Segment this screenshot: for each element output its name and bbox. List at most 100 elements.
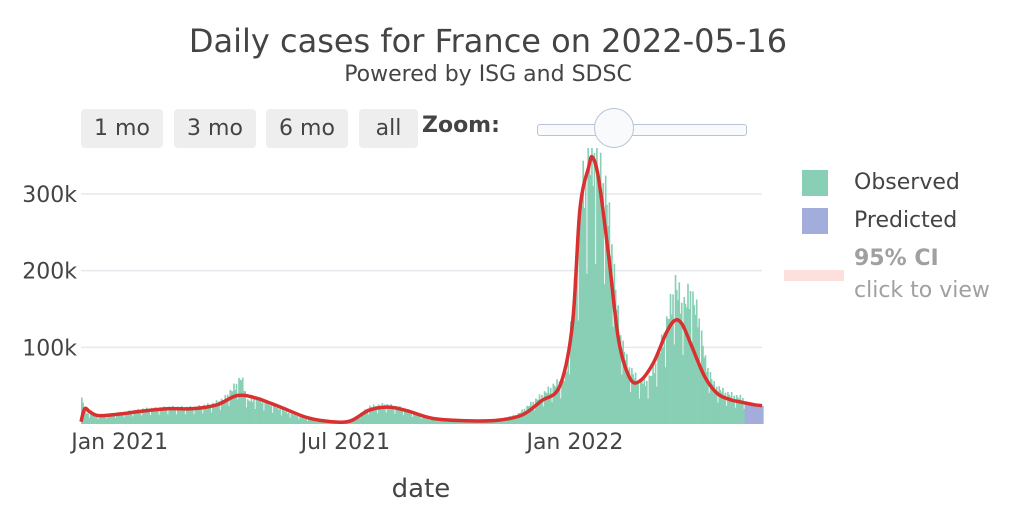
observed-bar (704, 355, 707, 424)
observed-bar (198, 404, 200, 424)
observed-bar (211, 402, 214, 424)
observed-bar (220, 398, 223, 424)
observed-bar (147, 410, 149, 424)
predicted-bar (759, 405, 762, 424)
observed-bar (569, 321, 572, 424)
range-button-6-months[interactable]: 6 mo (266, 109, 348, 148)
chart-title: Daily cases for France on 2022-05-16 (188, 22, 788, 60)
observed-bar (279, 408, 281, 424)
observed-bar (435, 418, 437, 424)
observed-bar (100, 415, 103, 424)
legend-ci-hint[interactable]: click to view (854, 278, 990, 303)
observed-bar (689, 291, 692, 424)
legend-predicted-swatch[interactable] (802, 208, 828, 234)
observed-bar (443, 420, 446, 424)
observed-bar (498, 421, 501, 424)
observed-bar (720, 392, 723, 424)
observed-bar (85, 413, 88, 424)
observed-bar (316, 420, 319, 424)
range-button-all[interactable]: all (359, 109, 418, 148)
observed-bar (438, 418, 441, 424)
observed-bar (709, 371, 712, 424)
zoom-slider-rail[interactable] (537, 124, 747, 136)
legend-observed-label[interactable]: Observed (854, 170, 960, 195)
observed-bar (201, 413, 204, 424)
observed-bar (654, 363, 657, 424)
observed-bar (616, 309, 618, 424)
observed-bar (631, 368, 633, 424)
observed-bar (649, 376, 652, 424)
observed-bar (396, 407, 399, 424)
range-button-3-months[interactable]: 3 mo (174, 109, 256, 148)
observed-bar (583, 207, 586, 424)
observed-bar (219, 410, 222, 424)
legend-predicted-label[interactable]: Predicted (854, 208, 958, 233)
observed-bar (260, 402, 263, 424)
observed-bar (687, 283, 689, 424)
observed-bar (679, 313, 682, 424)
observed-bar (94, 417, 97, 424)
observed-bar (708, 393, 711, 424)
observed-bar (314, 420, 316, 424)
observed-bar (632, 374, 634, 424)
observed-bar (311, 419, 314, 424)
observed-bar (214, 404, 217, 424)
legend-ci-label[interactable]: 95% CI (854, 246, 939, 271)
observed-bar (436, 418, 439, 424)
observed-bar (643, 376, 646, 424)
observed-bar (604, 175, 607, 424)
observed-bar (223, 400, 225, 424)
observed-bar (658, 353, 661, 424)
observed-bar (619, 335, 622, 424)
observed-bar (87, 412, 89, 424)
observed-bar (636, 384, 638, 424)
observed-bar (674, 274, 677, 424)
observed-bar (194, 406, 197, 424)
observed-bar (422, 416, 425, 424)
observed-bar (739, 394, 742, 424)
observed-bar (158, 414, 160, 424)
predicted-bar (758, 405, 760, 424)
observed-bar (612, 326, 614, 424)
observed-bar (226, 394, 229, 424)
observed-bar (597, 171, 600, 424)
legend-ci-swatch[interactable] (784, 270, 844, 281)
observed-bar (634, 372, 637, 424)
observed-bar (447, 419, 450, 424)
observed-bar (122, 412, 124, 424)
observed-bar (306, 420, 309, 424)
observed-bar (290, 412, 293, 424)
predicted-bar (745, 403, 748, 424)
range-button-1-month[interactable]: 1 mo (81, 109, 163, 148)
observed-bar (543, 391, 546, 424)
observed-bar (321, 421, 324, 424)
x-axis-label: date (392, 474, 451, 504)
observed-bar (639, 378, 642, 424)
observed-bar (119, 411, 122, 424)
observed-bar (88, 417, 91, 424)
observed-bar (660, 334, 663, 424)
observed-bar (105, 418, 108, 424)
observed-bar (109, 414, 112, 424)
observed-bar (296, 415, 299, 424)
observed-bar (548, 393, 551, 424)
observed-bar (276, 405, 279, 424)
observed-bar (518, 412, 521, 424)
observed-bar (535, 398, 537, 424)
observed-bar (719, 389, 722, 424)
observed-bar (175, 414, 178, 424)
observed-bar (564, 372, 567, 424)
observed-bar (144, 410, 147, 424)
observed-bar (350, 421, 353, 424)
observed-bar (206, 403, 209, 424)
legend-observed-swatch[interactable] (802, 170, 828, 196)
observed-bar (99, 415, 102, 424)
observed-bar (270, 404, 273, 424)
observed-bar (196, 408, 199, 424)
observed-bar (437, 420, 440, 424)
observed-bar (299, 415, 301, 424)
observed-bar (553, 385, 556, 424)
observed-bar (225, 399, 228, 424)
observed-bar (536, 399, 538, 424)
zoom-slider-handle[interactable] (594, 108, 634, 148)
